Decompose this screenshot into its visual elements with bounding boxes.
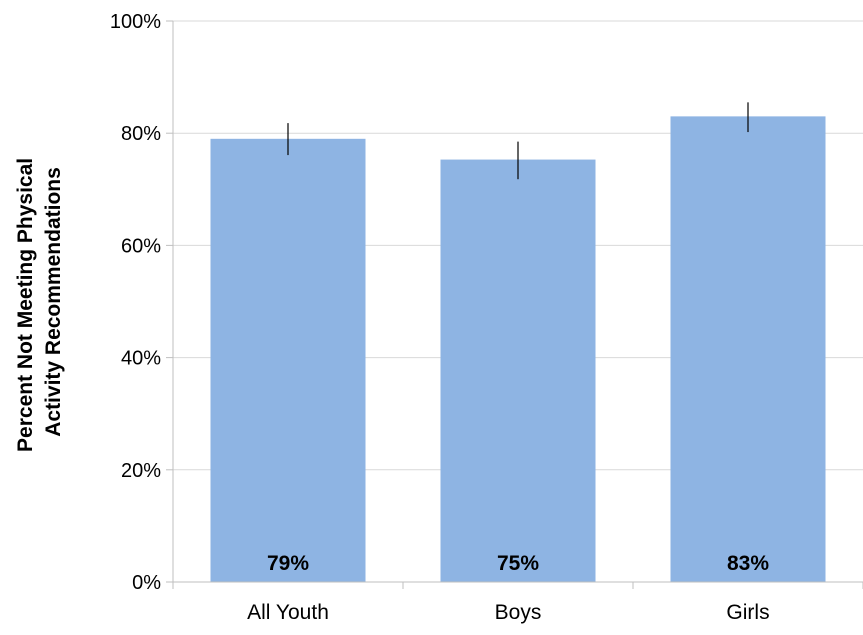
category-label: Girls (726, 601, 769, 624)
y-tick-label: 20% (121, 460, 161, 482)
y-axis-title: Percent Not Meeting Physical Activity Re… (14, 152, 65, 452)
y-tick-labels: 0% 20% 40% 60% 80% 100% (110, 11, 161, 594)
y-axis-title-line-2: Activity Recommendations (42, 167, 65, 437)
bar-all-youth (210, 138, 366, 582)
y-tick-label: 100% (110, 11, 161, 33)
data-label: 75% (497, 552, 539, 575)
y-tick-label: 0% (132, 572, 161, 594)
category-label: All Youth (247, 601, 329, 624)
data-labels: 79% 75% 83% (267, 552, 769, 575)
bars (210, 116, 826, 583)
y-axis-title-line-1: Percent Not Meeting Physical (14, 158, 37, 452)
error-bars (287, 102, 749, 180)
bar-boys (440, 159, 596, 582)
axes (166, 20, 863, 589)
y-tick-label: 40% (121, 348, 161, 370)
data-label: 79% (267, 552, 309, 575)
y-tick-label: 80% (121, 123, 161, 145)
category-labels: All Youth Boys Girls (247, 601, 769, 624)
y-tick-label: 60% (121, 235, 161, 257)
bar-girls (670, 116, 826, 583)
category-label: Boys (495, 601, 542, 624)
data-label: 83% (727, 552, 769, 575)
